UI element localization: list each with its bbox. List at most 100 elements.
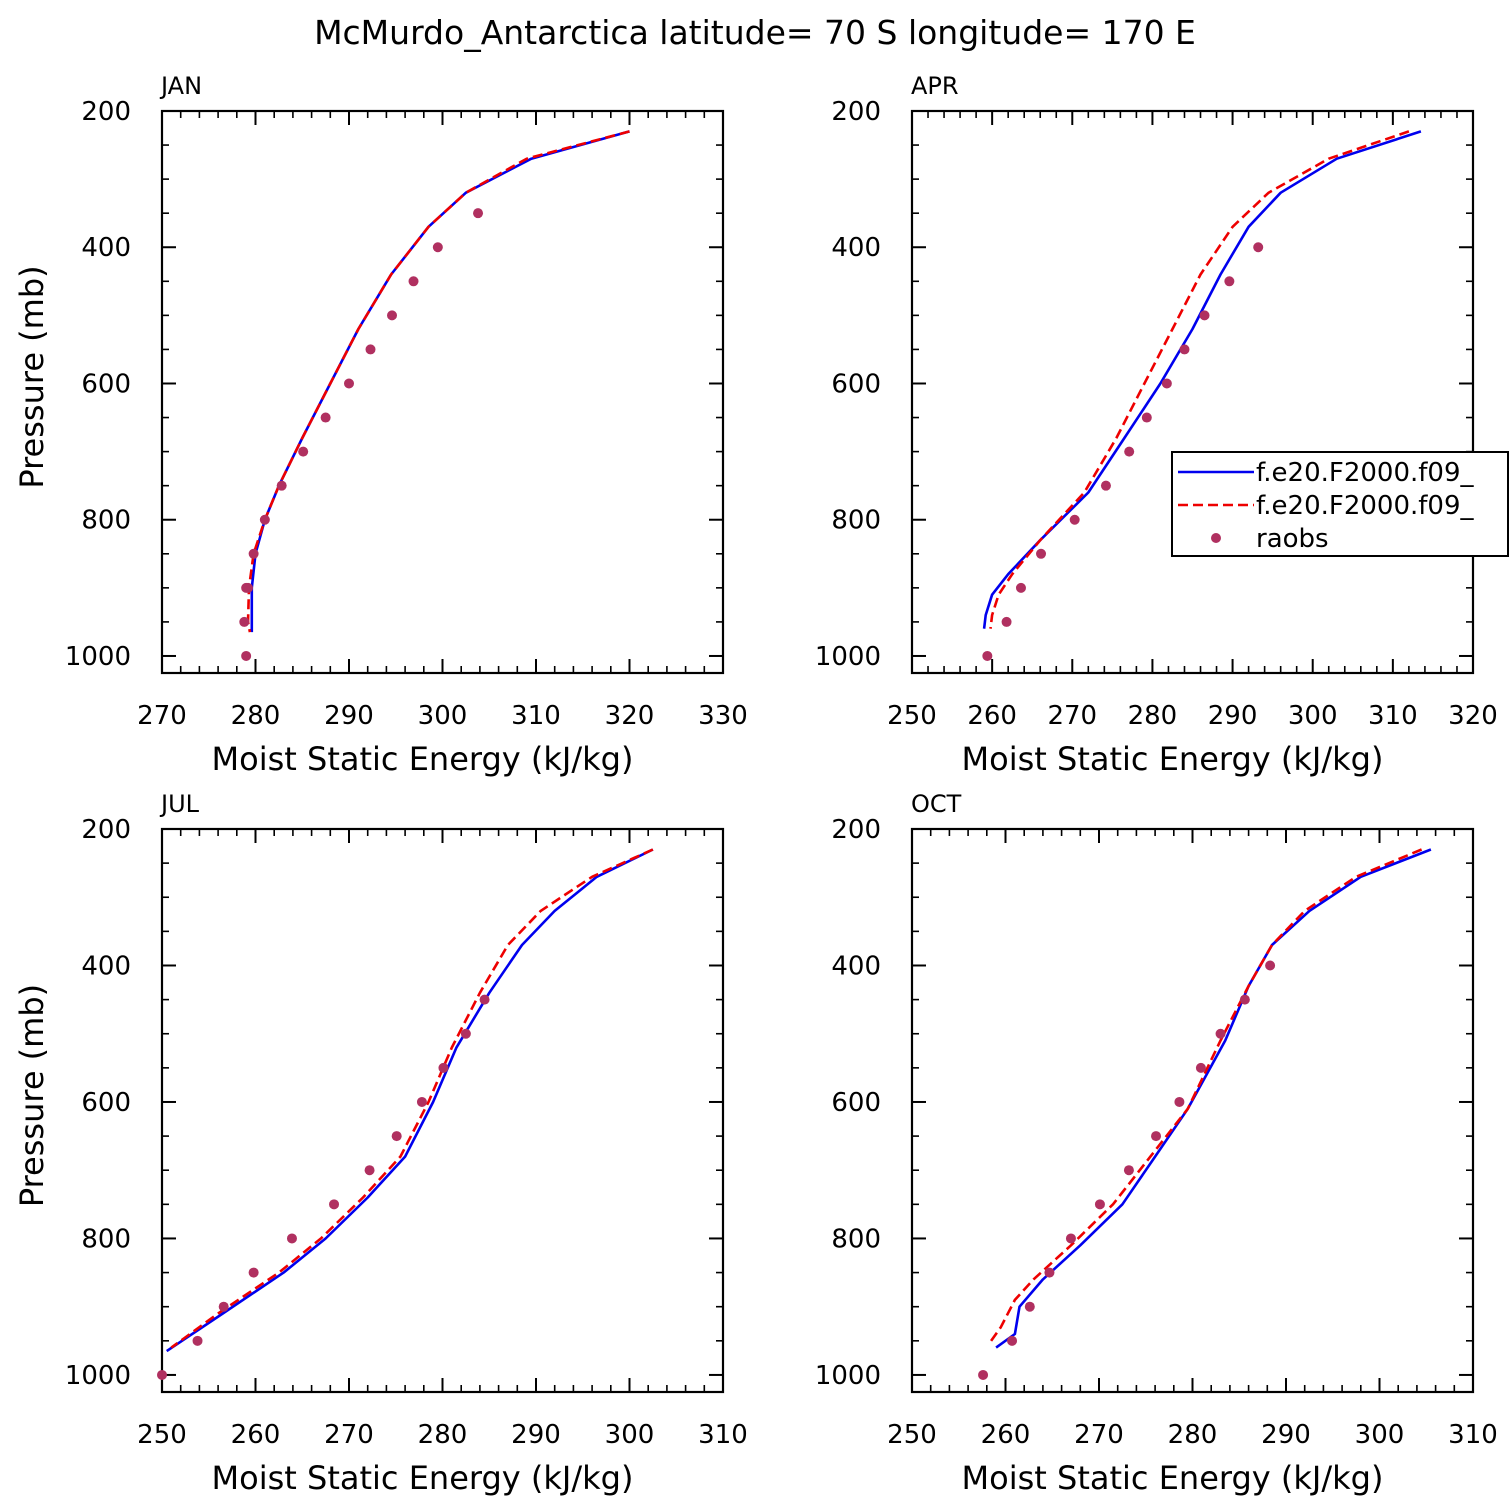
x-tick-label: 300 [1355, 1420, 1405, 1450]
x-tick-label: 330 [698, 701, 748, 731]
raobs-point [344, 378, 354, 389]
x-axis-label: Moist Static Energy (kJ/kg) [962, 1459, 1384, 1497]
raobs-point [438, 1062, 449, 1073]
x-tick-label: 270 [324, 1420, 374, 1450]
x-tick-label: 250 [137, 1420, 187, 1450]
plot-area [987, 848, 1432, 1349]
raobs-point [239, 616, 250, 627]
legend-label: f.e20.F2000.f09_ [1256, 491, 1474, 521]
raobs-point [1069, 514, 1080, 525]
x-tick-label: 280 [231, 701, 281, 731]
y-tick-label: 600 [831, 369, 881, 399]
raobs-point [320, 412, 331, 423]
x-tick-label: 290 [1261, 1420, 1311, 1450]
x-tick-label: 300 [418, 701, 468, 731]
raobs-point [460, 1028, 471, 1039]
panels: 270 280 290 300 310 320 330 200 400 600 800 1000 JAN… [13, 72, 1498, 1497]
raobs-point [157, 1369, 167, 1380]
y-tick-label: 1000 [815, 1361, 881, 1391]
raobs-point [1100, 480, 1111, 491]
y-tick-label: 400 [831, 233, 881, 263]
raobs-point [1036, 548, 1047, 559]
raobs-point [1015, 582, 1026, 593]
panel-apr: 250 260 270 280 290 300 310 320 200 400 600 800 1000… [815, 72, 1498, 778]
x-tick-label: 300 [605, 1420, 655, 1450]
raobs-point [298, 446, 309, 457]
y-tick-label: 200 [831, 815, 881, 845]
raobs-point [1124, 446, 1135, 457]
y-tick-label: 1000 [65, 1361, 131, 1391]
raobs-point [1179, 344, 1190, 355]
x-tick-label: 280 [1128, 701, 1178, 731]
x-tick-label: 270 [1074, 1420, 1124, 1450]
figure-title: McMurdo_Antarctica latitude= 70 S longit… [314, 13, 1196, 52]
x-tick-label: 250 [887, 1420, 937, 1450]
panel-label: JUL [159, 790, 200, 818]
panel-jan: 270 280 290 300 310 320 330 200 400 600 800 1000 JAN… [13, 72, 748, 778]
raobs-point [1224, 276, 1235, 287]
raobs-point [1044, 1267, 1055, 1278]
x-axis-label: Moist Static Energy (kJ/kg) [212, 1459, 634, 1497]
y-tick-label: 800 [81, 1224, 131, 1254]
panel-jul: 250 260 270 280 290 300 310 200 400 600 800 1000 JUL… [13, 790, 748, 1497]
raobs-point [1161, 378, 1172, 389]
raobs-point [1265, 960, 1276, 971]
y-tick-label: 600 [81, 369, 131, 399]
raobs-point [416, 1096, 427, 1107]
series-line-solid [995, 848, 1432, 1349]
legend-label: raobs [1256, 524, 1329, 554]
raobs-point [241, 582, 252, 593]
series-line-dashed [987, 848, 1423, 1345]
raobs-point [1094, 1199, 1105, 1210]
x-tick-label: 280 [418, 1420, 468, 1450]
raobs-point [978, 1369, 989, 1380]
raobs-point [1215, 1028, 1226, 1039]
raobs-point [408, 276, 419, 287]
x-tick-label: 320 [605, 701, 655, 731]
x-axis-label: Moist Static Energy (kJ/kg) [212, 740, 634, 778]
x-tick-label: 310 [698, 1420, 748, 1450]
raobs-point [1024, 1301, 1035, 1312]
y-tick-label: 200 [81, 97, 131, 127]
panel-label: JAN [159, 72, 202, 100]
raobs-point [473, 208, 484, 219]
raobs-point [365, 344, 376, 355]
x-tick-label: 300 [1288, 701, 1338, 731]
raobs-point [364, 1165, 375, 1176]
raobs-point [248, 548, 259, 559]
raobs-point [329, 1199, 340, 1210]
raobs-point [1239, 994, 1250, 1005]
panel-label: OCT [911, 790, 962, 818]
plot-frame [910, 827, 1475, 1394]
raobs-point [391, 1131, 402, 1142]
x-tick-label: 260 [967, 701, 1017, 731]
plot-area [165, 848, 654, 1353]
y-axis-label: Pressure (mb) [13, 984, 51, 1207]
series-line-solid [982, 130, 1422, 629]
x-axis-label: Moist Static Energy (kJ/kg) [962, 740, 1384, 778]
y-tick-label: 600 [831, 1088, 881, 1118]
x-tick-label: 250 [887, 701, 937, 731]
series-line-solid [250, 130, 630, 633]
legend: f.e20.F2000.f09_f.e20.F2000.f09_raobs [1171, 451, 1509, 557]
series-line-dashed [246, 130, 630, 633]
x-tick-label: 290 [324, 701, 374, 731]
x-tick-label: 320 [1448, 701, 1498, 731]
raobs-point [276, 480, 287, 491]
raobs-point [1195, 1062, 1206, 1073]
y-tick-label: 1000 [65, 642, 131, 672]
legend-label: f.e20.F2000.f09_ [1256, 458, 1474, 488]
raobs-point [1253, 242, 1264, 253]
raobs-point [1151, 1131, 1162, 1142]
x-tick-label: 310 [1368, 701, 1418, 731]
raobs-point [192, 1335, 203, 1346]
y-tick-label: 400 [831, 951, 881, 981]
y-tick-label: 200 [831, 97, 881, 127]
raobs-point [1199, 310, 1210, 321]
raobs-point [1065, 1233, 1076, 1244]
panel-oct: 250 260 270 280 290 300 310 200 400 600 800 1000 OCT… [815, 790, 1498, 1497]
x-tick-label: 260 [231, 1420, 281, 1450]
raobs-point [1174, 1096, 1185, 1107]
y-tick-label: 800 [831, 506, 881, 536]
